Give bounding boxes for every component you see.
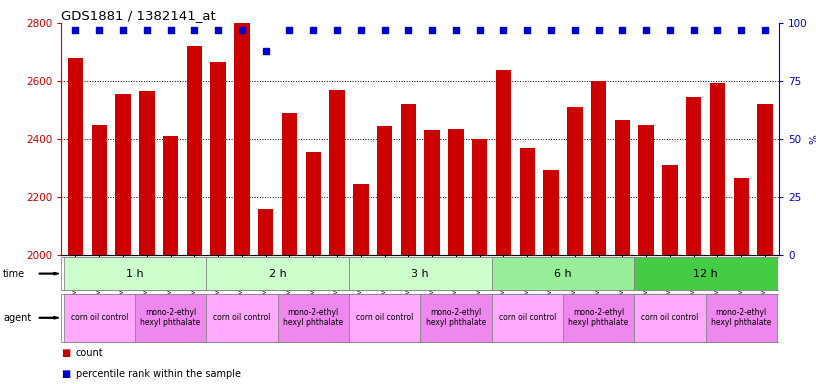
Bar [115, 94, 131, 255]
Bar [638, 125, 654, 255]
Point [759, 27, 772, 33]
Text: agent: agent [3, 313, 32, 323]
Text: mono-2-ethyl
hexyl phthalate: mono-2-ethyl hexyl phthalate [569, 308, 628, 328]
Bar [349, 257, 491, 290]
Bar [634, 294, 706, 342]
Bar [472, 139, 487, 255]
Point [211, 27, 224, 33]
Bar [401, 104, 416, 255]
Bar [211, 62, 226, 255]
Point [663, 27, 676, 33]
Point [473, 27, 486, 33]
Bar [163, 136, 179, 255]
Text: time: time [3, 268, 25, 279]
Point [734, 27, 747, 33]
Text: corn oil control: corn oil control [499, 313, 556, 322]
Point [164, 27, 177, 33]
Point [140, 27, 153, 33]
Point [592, 27, 605, 33]
Bar [305, 152, 321, 255]
Bar [377, 126, 392, 255]
Bar [353, 184, 369, 255]
Bar [64, 257, 206, 290]
Point [711, 27, 724, 33]
Text: percentile rank within the sample: percentile rank within the sample [76, 369, 241, 379]
Bar [567, 107, 583, 255]
Bar [614, 120, 630, 255]
Text: GDS1881 / 1382141_at: GDS1881 / 1382141_at [61, 9, 216, 22]
Point [69, 27, 82, 33]
Point [544, 27, 557, 33]
Bar [206, 257, 349, 290]
Bar [187, 46, 202, 255]
Text: ■: ■ [61, 369, 70, 379]
Bar [424, 131, 440, 255]
Text: 6 h: 6 h [554, 268, 572, 279]
Bar [330, 90, 344, 255]
Text: 12 h: 12 h [694, 268, 718, 279]
Point [378, 27, 391, 33]
Bar [68, 58, 83, 255]
Text: mono-2-ethyl
hexyl phthalate: mono-2-ethyl hexyl phthalate [140, 308, 201, 328]
Point [330, 27, 344, 33]
Bar [686, 97, 702, 255]
Bar [706, 294, 777, 342]
Text: corn oil control: corn oil control [70, 313, 128, 322]
Point [426, 27, 439, 33]
Point [307, 27, 320, 33]
Bar [258, 209, 273, 255]
Bar [710, 83, 725, 255]
Point [450, 27, 463, 33]
Text: mono-2-ethyl
hexyl phthalate: mono-2-ethyl hexyl phthalate [426, 308, 486, 328]
Bar [206, 294, 277, 342]
Point [497, 27, 510, 33]
Text: corn oil control: corn oil control [213, 313, 271, 322]
Bar [91, 125, 107, 255]
Bar [757, 104, 773, 255]
Bar [662, 166, 677, 255]
Text: mono-2-ethyl
hexyl phthalate: mono-2-ethyl hexyl phthalate [283, 308, 344, 328]
Text: mono-2-ethyl
hexyl phthalate: mono-2-ethyl hexyl phthalate [711, 308, 771, 328]
Bar [135, 294, 206, 342]
Bar [491, 294, 563, 342]
Point [259, 48, 273, 54]
Bar [543, 170, 559, 255]
Point [235, 27, 248, 33]
Bar [591, 81, 606, 255]
Bar [277, 294, 349, 342]
Point [687, 27, 700, 33]
Point [640, 27, 653, 33]
Bar [349, 294, 420, 342]
Bar [496, 70, 511, 255]
Bar [520, 148, 535, 255]
Y-axis label: %: % [809, 134, 816, 144]
Point [283, 27, 296, 33]
Point [354, 27, 367, 33]
Point [188, 27, 201, 33]
Text: corn oil control: corn oil control [641, 313, 698, 322]
Point [401, 27, 415, 33]
Text: corn oil control: corn oil control [356, 313, 413, 322]
Bar [139, 91, 154, 255]
Bar [634, 257, 777, 290]
Text: ■: ■ [61, 348, 70, 358]
Point [521, 27, 534, 33]
Bar [420, 294, 491, 342]
Point [93, 27, 106, 33]
Bar [64, 294, 135, 342]
Bar [563, 294, 634, 342]
Point [568, 27, 581, 33]
Text: 2 h: 2 h [268, 268, 286, 279]
Text: count: count [76, 348, 104, 358]
Bar [282, 113, 297, 255]
Text: 3 h: 3 h [411, 268, 429, 279]
Bar [734, 179, 749, 255]
Point [117, 27, 130, 33]
Bar [491, 257, 634, 290]
Text: 1 h: 1 h [126, 268, 144, 279]
Bar [448, 129, 463, 255]
Bar [234, 23, 250, 255]
Point [616, 27, 629, 33]
